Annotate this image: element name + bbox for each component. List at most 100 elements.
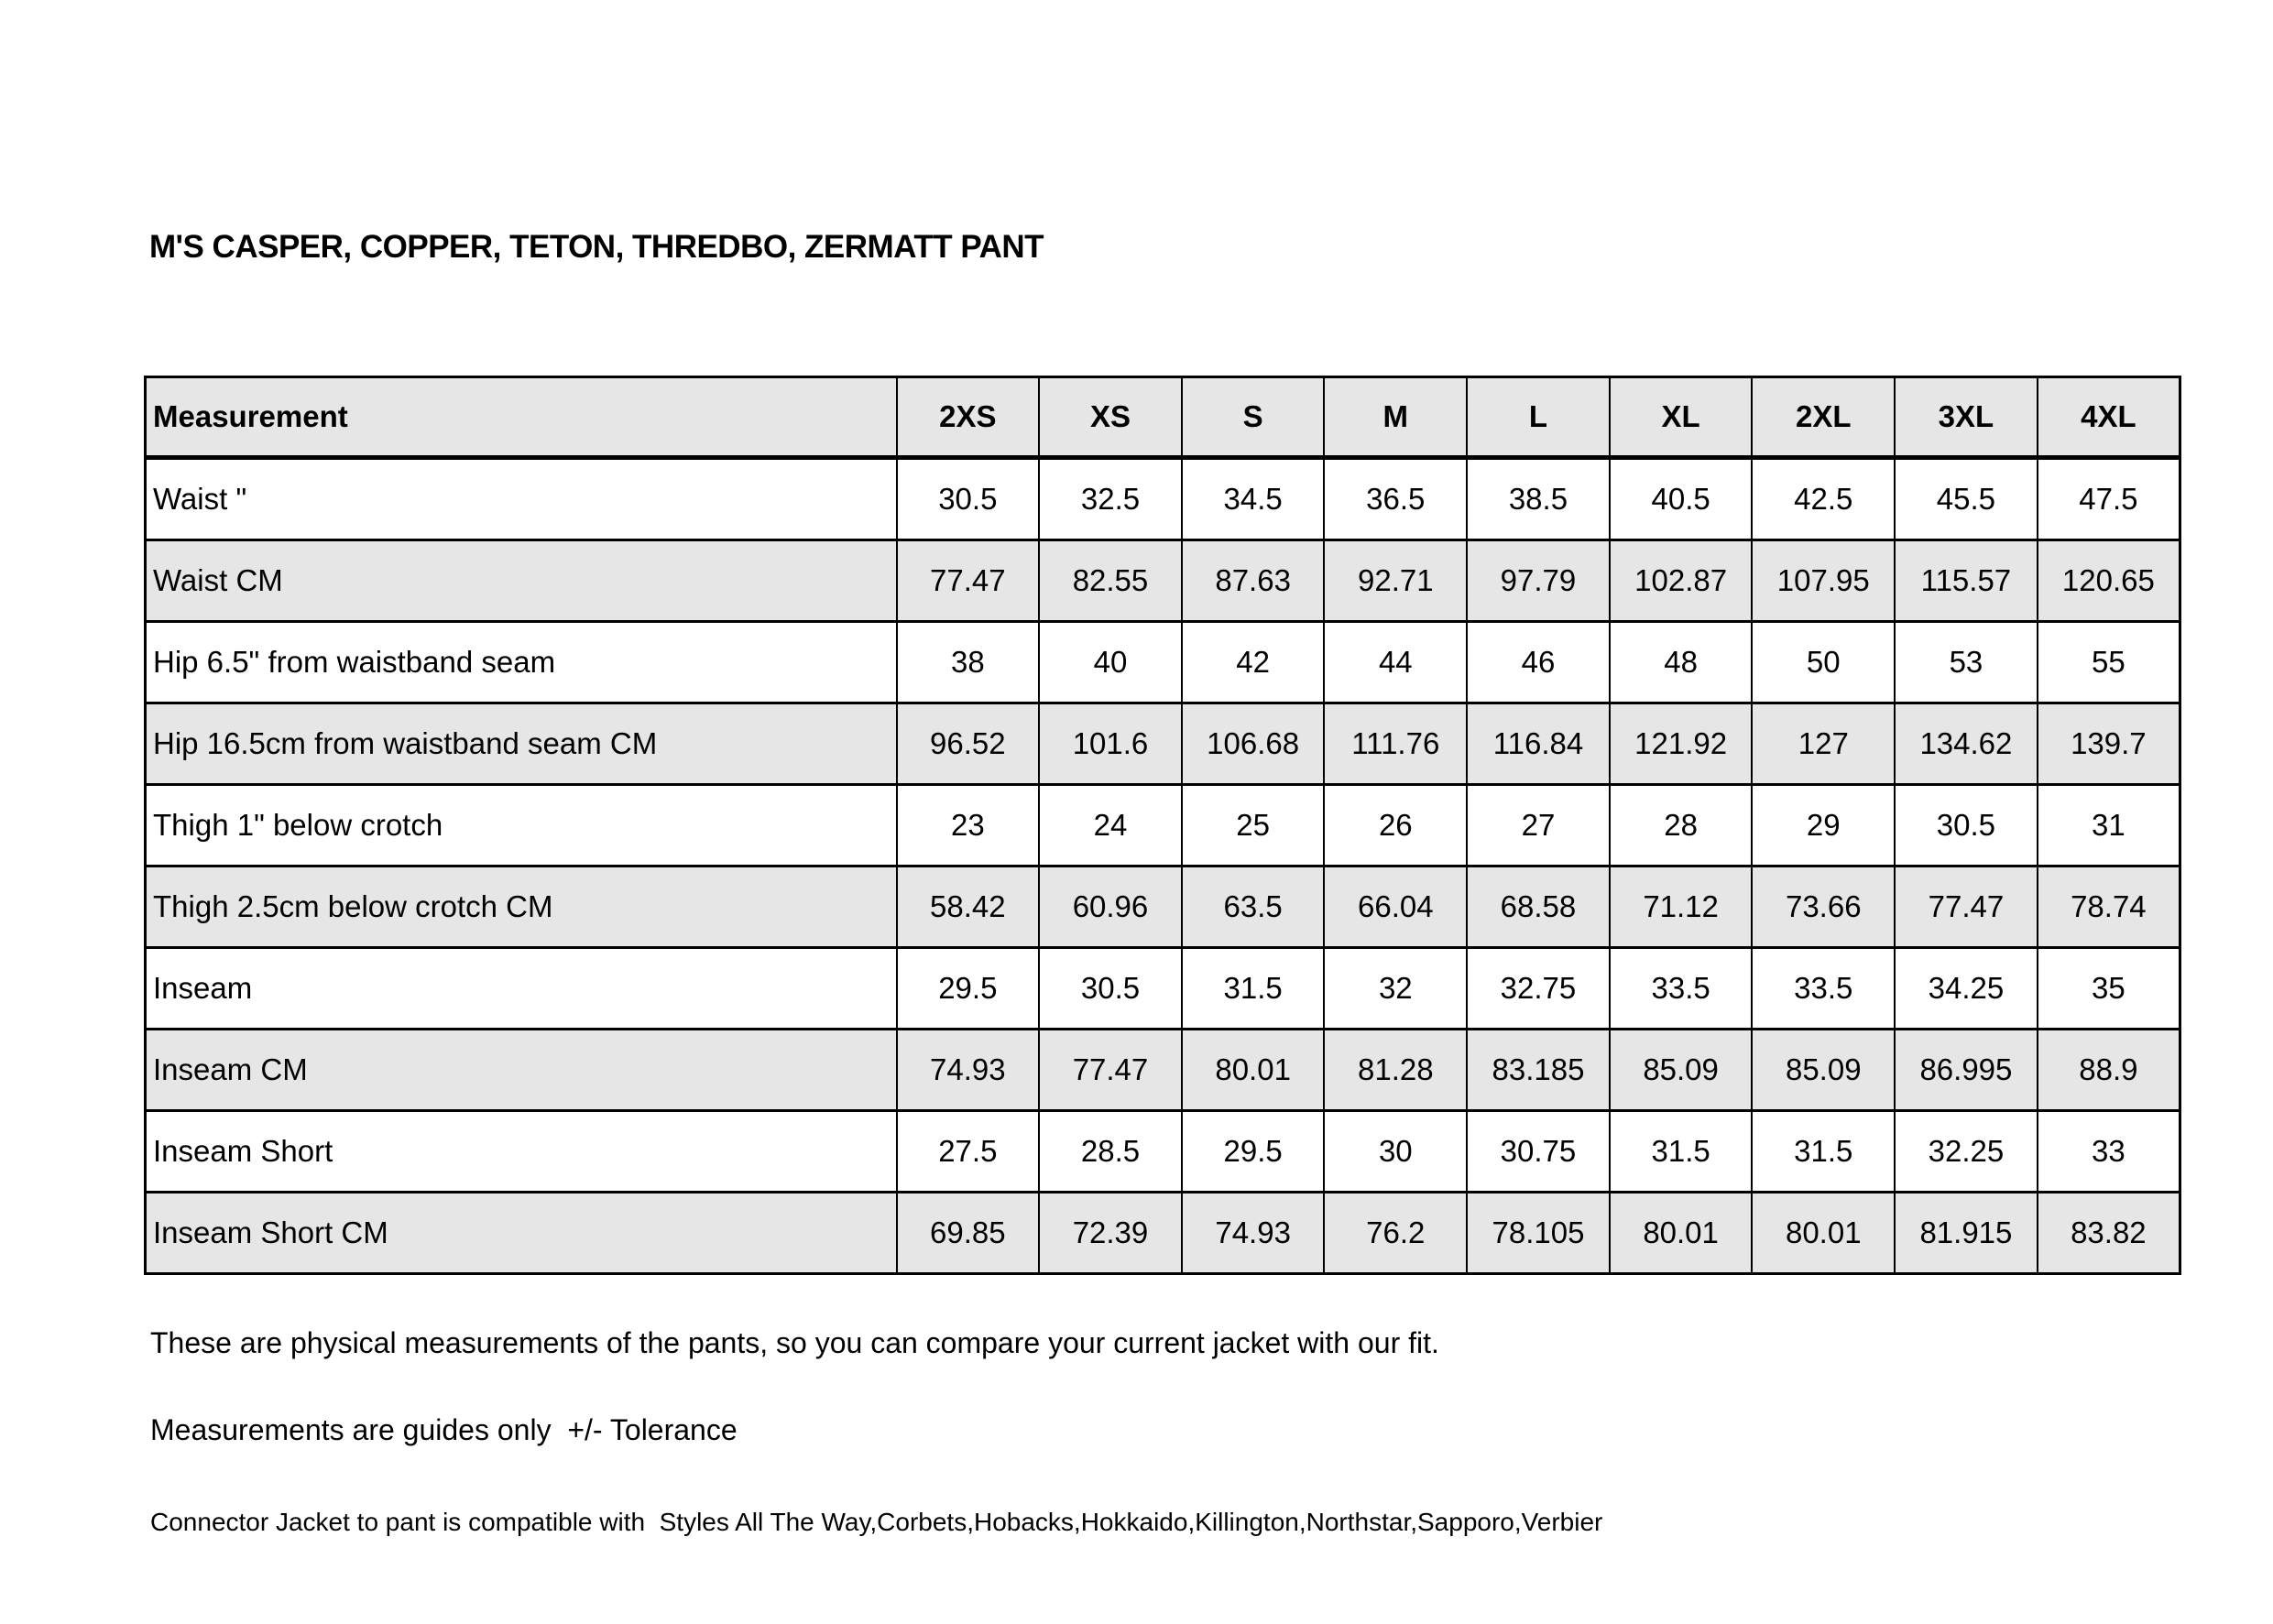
size-value-cell: 134.62 bbox=[1894, 702, 2038, 786]
size-value-cell: 32 bbox=[1323, 946, 1469, 1030]
size-value-cell: 34.5 bbox=[1180, 456, 1326, 541]
size-value-cell: 77.47 bbox=[895, 539, 1041, 623]
size-value-cell: 44 bbox=[1323, 620, 1469, 704]
size-value-cell: 58.42 bbox=[895, 865, 1041, 949]
size-value-cell: 72.39 bbox=[1038, 1191, 1183, 1275]
size-value-cell: 85.09 bbox=[1751, 1028, 1896, 1112]
size-value-cell: 32.25 bbox=[1894, 1109, 2038, 1193]
size-table: Measurement 2XS XS S M L XL 2XL 3XL 4XL Waist " 30… bbox=[144, 376, 2181, 1275]
size-value-cell: 77.47 bbox=[1894, 865, 2038, 949]
size-value-cell: 102.87 bbox=[1608, 539, 1754, 623]
size-value-cell: 30.5 bbox=[1038, 946, 1183, 1030]
size-value-cell: 97.79 bbox=[1466, 539, 1611, 623]
size-table-body: Waist " 30.5 32.5 34.5 36.5 38.5 40.5 42.5 45.5 4… bbox=[144, 456, 2181, 1275]
size-value-cell: 27.5 bbox=[895, 1109, 1041, 1193]
size-value-cell: 60.96 bbox=[1038, 865, 1183, 949]
size-value-cell: 31.5 bbox=[1608, 1109, 1754, 1193]
size-value-cell: 121.92 bbox=[1608, 702, 1754, 786]
size-value-cell: 120.65 bbox=[2036, 539, 2181, 623]
size-value-cell: 40.5 bbox=[1608, 456, 1754, 541]
row-label: Waist " bbox=[144, 456, 898, 541]
note-connector-compatibility: Connector Jacket to pant is compatible w… bbox=[150, 1508, 1603, 1536]
size-value-cell: 78.105 bbox=[1466, 1191, 1611, 1275]
size-value-cell: 31.5 bbox=[1180, 946, 1326, 1030]
header-size-2xl: 2XL bbox=[1751, 376, 1896, 460]
size-value-cell: 55 bbox=[2036, 620, 2181, 704]
row-label: Thigh 1" below crotch bbox=[144, 783, 898, 867]
size-value-cell: 115.57 bbox=[1894, 539, 2038, 623]
size-value-cell: 73.66 bbox=[1751, 865, 1896, 949]
size-value-cell: 42 bbox=[1180, 620, 1326, 704]
size-value-cell: 116.84 bbox=[1466, 702, 1611, 786]
size-value-cell: 32.75 bbox=[1466, 946, 1611, 1030]
size-value-cell: 69.85 bbox=[895, 1191, 1041, 1275]
size-value-cell: 48 bbox=[1608, 620, 1754, 704]
size-value-cell: 83.82 bbox=[2036, 1191, 2181, 1275]
size-value-cell: 29 bbox=[1751, 783, 1896, 867]
size-value-cell: 31.5 bbox=[1751, 1109, 1896, 1193]
size-value-cell: 92.71 bbox=[1323, 539, 1469, 623]
size-value-cell: 107.95 bbox=[1751, 539, 1896, 623]
row-label: Inseam Short CM bbox=[144, 1191, 898, 1275]
size-value-cell: 96.52 bbox=[895, 702, 1041, 786]
size-value-cell: 81.28 bbox=[1323, 1028, 1469, 1112]
note-physical-measurements: These are physical measurements of the p… bbox=[150, 1326, 1439, 1359]
size-value-cell: 106.68 bbox=[1180, 702, 1326, 786]
size-value-cell: 23 bbox=[895, 783, 1041, 867]
size-value-cell: 76.2 bbox=[1323, 1191, 1469, 1275]
size-value-cell: 46 bbox=[1466, 620, 1611, 704]
size-value-cell: 87.63 bbox=[1180, 539, 1326, 623]
row-label: Inseam CM bbox=[144, 1028, 898, 1112]
size-value-cell: 38.5 bbox=[1466, 456, 1611, 541]
size-value-cell: 63.5 bbox=[1180, 865, 1326, 949]
size-value-cell: 83.185 bbox=[1466, 1028, 1611, 1112]
size-value-cell: 45.5 bbox=[1894, 456, 2038, 541]
size-value-cell: 85.09 bbox=[1608, 1028, 1754, 1112]
table-row: Inseam 29.5 30.5 31.5 32 32.75 33.5 33.5 34.25 35 bbox=[144, 946, 2181, 1030]
header-size-l: L bbox=[1466, 376, 1611, 460]
row-label: Waist CM bbox=[144, 539, 898, 623]
size-value-cell: 82.55 bbox=[1038, 539, 1183, 623]
size-value-cell: 32.5 bbox=[1038, 456, 1183, 541]
size-value-cell: 34.25 bbox=[1894, 946, 2038, 1030]
size-value-cell: 74.93 bbox=[895, 1028, 1041, 1112]
header-row: Measurement 2XS XS S M L XL 2XL 3XL 4XL bbox=[144, 376, 2181, 460]
size-value-cell: 29.5 bbox=[895, 946, 1041, 1030]
size-value-cell: 33.5 bbox=[1608, 946, 1754, 1030]
size-value-cell: 71.12 bbox=[1608, 865, 1754, 949]
header-size-3xl: 3XL bbox=[1894, 376, 2038, 460]
table-row: Inseam CM 74.93 77.47 80.01 81.28 83.185 85.09… bbox=[144, 1028, 2181, 1112]
size-value-cell: 30.5 bbox=[1894, 783, 2038, 867]
table-row: Inseam Short CM 69.85 72.39 74.93 76.2 78.105… bbox=[144, 1191, 2181, 1275]
size-value-cell: 33.5 bbox=[1751, 946, 1896, 1030]
size-value-cell: 31 bbox=[2036, 783, 2181, 867]
size-value-cell: 33 bbox=[2036, 1109, 2181, 1193]
header-size-m: M bbox=[1323, 376, 1469, 460]
size-value-cell: 127 bbox=[1751, 702, 1896, 786]
table-row: Hip 16.5cm from waistband seam CM 96.52 10… bbox=[144, 702, 2181, 786]
size-value-cell: 81.915 bbox=[1894, 1191, 2038, 1275]
size-value-cell: 29.5 bbox=[1180, 1109, 1326, 1193]
size-value-cell: 80.01 bbox=[1608, 1191, 1754, 1275]
header-size-s: S bbox=[1180, 376, 1326, 460]
row-label: Inseam Short bbox=[144, 1109, 898, 1193]
size-value-cell: 24 bbox=[1038, 783, 1183, 867]
table-row: Inseam Short 27.5 28.5 29.5 30 30.75 31.5 31.5 3… bbox=[144, 1109, 2181, 1193]
size-value-cell: 50 bbox=[1751, 620, 1896, 704]
size-value-cell: 28.5 bbox=[1038, 1109, 1183, 1193]
table-row: Waist CM 77.47 82.55 87.63 92.71 97.79 102.87 1… bbox=[144, 539, 2181, 623]
size-value-cell: 88.9 bbox=[2036, 1028, 2181, 1112]
row-label: Inseam bbox=[144, 946, 898, 1030]
row-label: Thigh 2.5cm below crotch CM bbox=[144, 865, 898, 949]
size-value-cell: 80.01 bbox=[1751, 1191, 1896, 1275]
size-value-cell: 66.04 bbox=[1323, 865, 1469, 949]
header-size-2xs: 2XS bbox=[895, 376, 1041, 460]
size-value-cell: 68.58 bbox=[1466, 865, 1611, 949]
size-value-cell: 30.5 bbox=[895, 456, 1041, 541]
size-value-cell: 53 bbox=[1894, 620, 2038, 704]
size-value-cell: 77.47 bbox=[1038, 1028, 1183, 1112]
size-value-cell: 30.75 bbox=[1466, 1109, 1611, 1193]
size-value-cell: 47.5 bbox=[2036, 456, 2181, 541]
size-value-cell: 35 bbox=[2036, 946, 2181, 1030]
size-value-cell: 139.7 bbox=[2036, 702, 2181, 786]
